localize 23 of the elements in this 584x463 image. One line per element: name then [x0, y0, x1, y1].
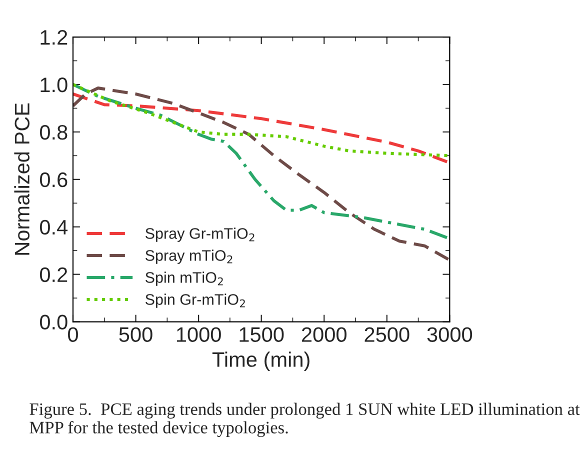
line-series	[73, 82, 450, 158]
x-tick-label: 500	[119, 327, 152, 342]
y-tick-label: 1.0	[40, 78, 68, 92]
y-tick-label: 0.4	[40, 220, 68, 235]
y-axis-title: Normalized PCE	[14, 103, 30, 255]
legend-label: Spray mTiO$_{2}$	[146, 250, 232, 264]
line-series	[73, 92, 450, 164]
legend-label: Spin Gr-mTiO$_{2}$	[146, 294, 245, 308]
y-tick-label: 0.0	[40, 314, 68, 330]
y-tick-label: 0.6	[40, 172, 68, 188]
x-axis-title: Time (min)	[212, 352, 310, 372]
x-tick-label: 1000	[176, 327, 221, 342]
y-tick-label: 1.2	[40, 30, 68, 45]
legend-label: Spin mTiO$_{2}$	[146, 272, 223, 286]
y-tick-label: 0.2	[40, 267, 68, 282]
y-tick-label: 0.8	[40, 124, 68, 140]
x-tick-label: 0	[68, 327, 78, 342]
x-tick-label: 2000	[302, 327, 346, 342]
x-tick-label: 1500	[240, 327, 284, 342]
caption: Figure 5. PCE aging trends under prolonged 1 SUN white LED illumination at MPP for the tested device typologies.	[30, 402, 580, 438]
x-tick-label: 2500	[364, 327, 410, 342]
x-tick-label: 3000	[427, 327, 472, 342]
legend-label: Spray Gr-mTiO$_{2}$	[146, 228, 254, 242]
